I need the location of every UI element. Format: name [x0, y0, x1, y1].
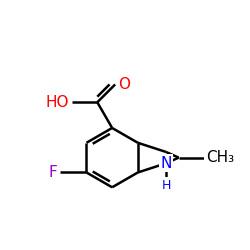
Text: F: F	[48, 165, 57, 180]
Text: N: N	[160, 156, 172, 171]
Text: CH₃: CH₃	[206, 150, 234, 165]
Text: HO: HO	[46, 95, 69, 110]
Text: O: O	[118, 77, 130, 92]
Text: H: H	[161, 179, 171, 192]
